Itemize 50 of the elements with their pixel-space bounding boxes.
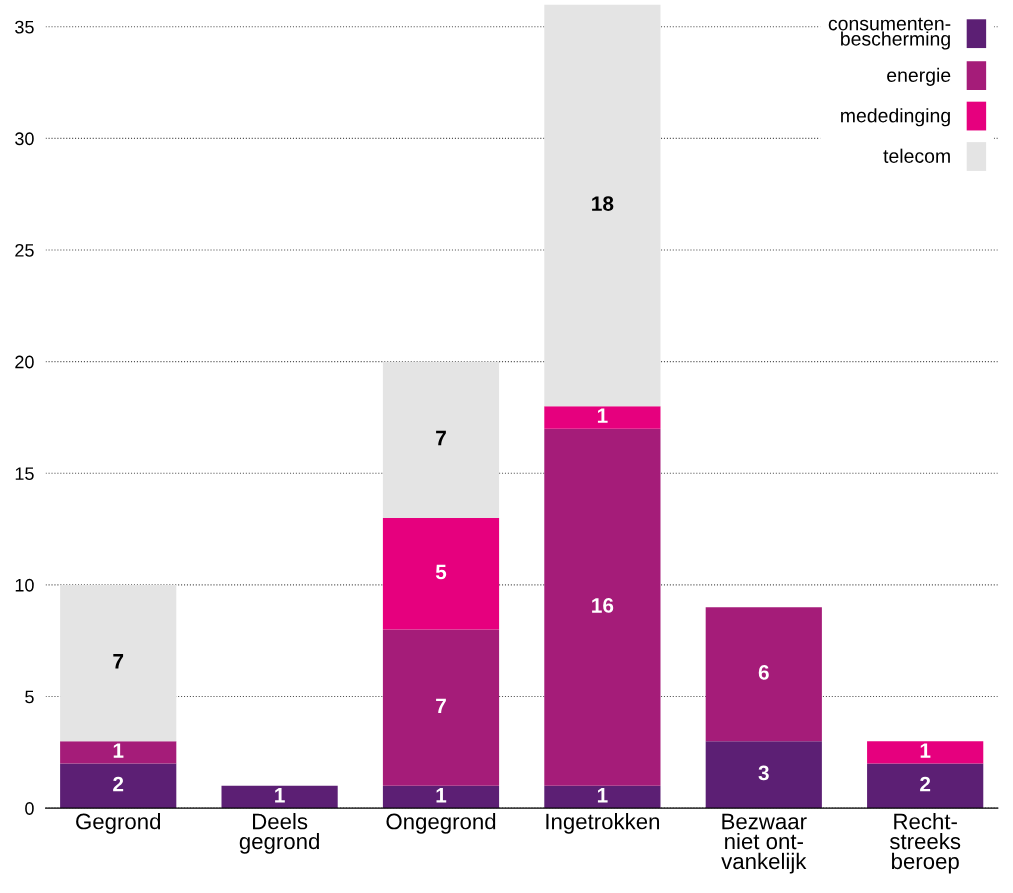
y-tick-label: 30 <box>15 132 34 146</box>
y-tick-label: 10 <box>15 578 34 592</box>
data-label: 2 <box>113 776 124 792</box>
legend-label: mededinging <box>841 108 950 127</box>
data-label: 1 <box>597 408 608 423</box>
x-tick-label: Deels gegrond <box>239 813 319 854</box>
bar <box>544 428 661 786</box>
bar <box>544 406 661 429</box>
bar <box>382 629 500 786</box>
data-label: 7 <box>436 698 446 714</box>
bar <box>60 584 177 742</box>
bar <box>382 785 500 809</box>
bar <box>705 607 822 742</box>
x-tick-label: Bezwaar niet ont- vankelijk <box>721 813 807 874</box>
legend-label: consumenten- bescherming <box>828 17 951 50</box>
x-tick-label: Ongegrond <box>386 813 496 834</box>
x-tick-label: Recht- streeks beroep <box>889 813 961 874</box>
y-tick-label: 20 <box>15 355 34 369</box>
legend-label: telecom <box>883 148 950 163</box>
data-label: 7 <box>113 654 124 669</box>
bar <box>544 785 661 809</box>
data-label: 1 <box>113 743 124 758</box>
x-tick-label: Gegrond <box>76 813 161 834</box>
bar <box>60 741 177 764</box>
bar <box>382 361 500 518</box>
y-tick-label: 35 <box>15 20 34 34</box>
data-label: 5 <box>435 564 447 580</box>
data-label: 1 <box>436 788 447 803</box>
data-label: 3 <box>758 765 769 781</box>
data-label: 7 <box>436 430 446 446</box>
data-label: 16 <box>592 598 614 613</box>
bar <box>382 517 500 630</box>
y-tick-label: 5 <box>25 690 34 704</box>
y-tick-label: 25 <box>15 243 34 257</box>
bar <box>60 763 177 809</box>
y-tick-label: 0 <box>25 802 34 815</box>
data-label: 1 <box>275 788 285 803</box>
bar <box>867 763 984 809</box>
legend-label: energie <box>887 67 951 86</box>
bar <box>544 4 661 407</box>
y-tick-label: 15 <box>15 467 34 481</box>
data-label: 1 <box>597 788 608 803</box>
data-label: 6 <box>758 665 769 680</box>
data-label: 1 <box>920 743 931 758</box>
data-label: 2 <box>920 776 931 792</box>
data-label: 18 <box>592 196 614 211</box>
bar <box>221 785 338 809</box>
bar <box>867 741 984 764</box>
x-tick-label: Ingetrokken <box>546 813 660 834</box>
bar <box>705 741 822 809</box>
